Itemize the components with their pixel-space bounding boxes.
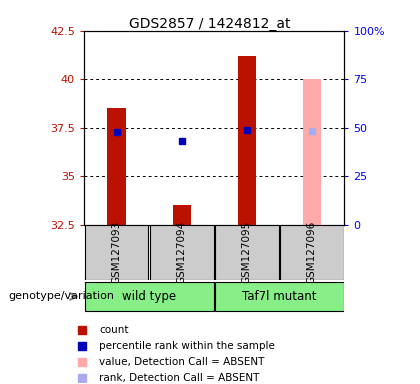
Text: GSM127095: GSM127095 (242, 221, 252, 284)
Text: GSM127096: GSM127096 (307, 221, 317, 284)
Bar (215, 225, 278, 280)
Bar (280, 225, 344, 280)
Bar (215, 282, 344, 311)
Bar (303, 79, 321, 225)
Text: GSM127094: GSM127094 (177, 221, 186, 284)
Text: genotype/variation: genotype/variation (8, 291, 114, 301)
Text: value, Detection Call = ABSENT: value, Detection Call = ABSENT (99, 357, 264, 367)
Bar (85, 282, 213, 311)
Text: rank, Detection Call = ABSENT: rank, Detection Call = ABSENT (99, 373, 259, 383)
Bar (173, 205, 191, 225)
Bar (150, 225, 213, 280)
Bar (238, 56, 256, 225)
Text: percentile rank within the sample: percentile rank within the sample (99, 341, 275, 351)
Text: GSM127093: GSM127093 (112, 221, 121, 284)
Text: wild type: wild type (122, 290, 176, 303)
Text: count: count (99, 324, 129, 335)
Bar (108, 108, 126, 225)
Text: Taf7l mutant: Taf7l mutant (242, 290, 317, 303)
Text: GDS2857 / 1424812_at: GDS2857 / 1424812_at (129, 17, 291, 31)
Bar (85, 225, 148, 280)
